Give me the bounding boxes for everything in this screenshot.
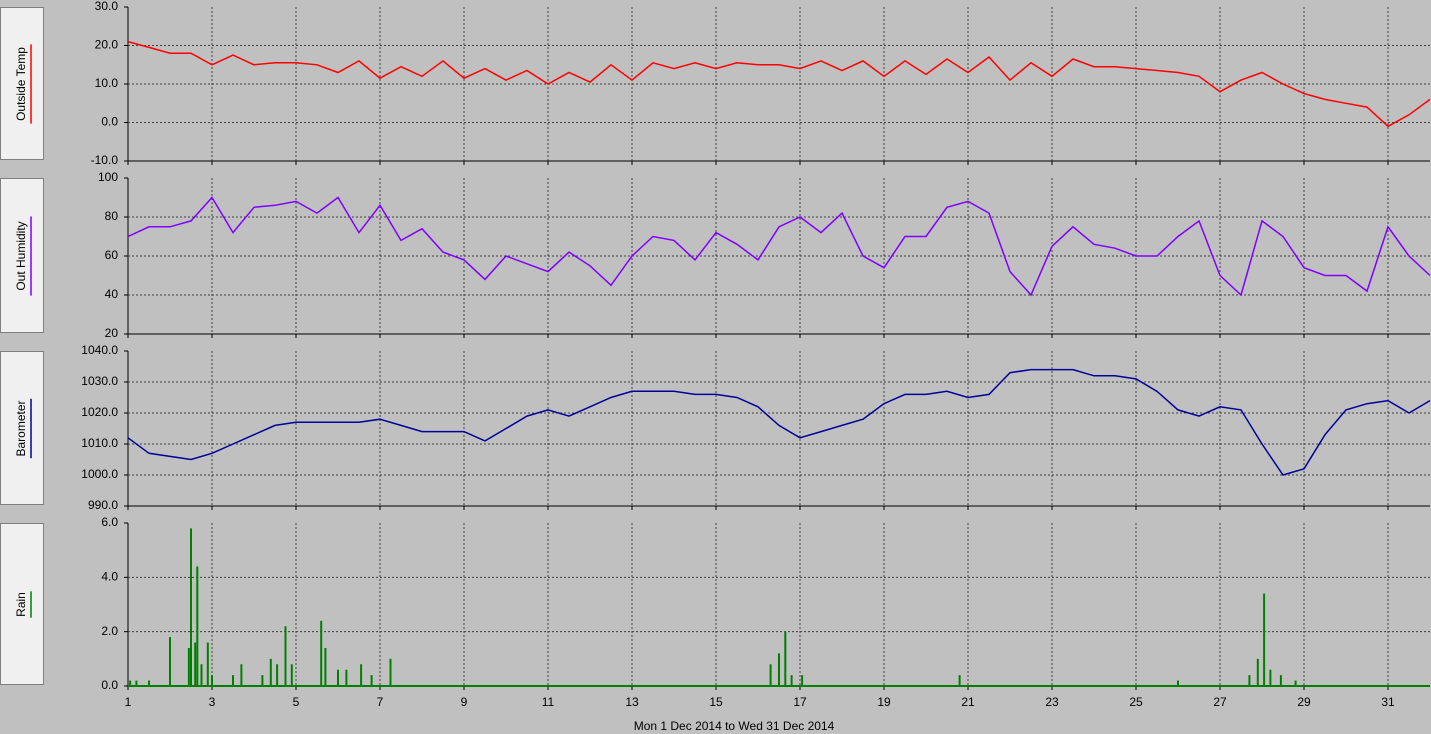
bar — [169, 637, 171, 686]
y-tick-label: 80 — [105, 209, 119, 223]
x-axis-title: Mon 1 Dec 2014 to Wed 31 Dec 2014 — [634, 719, 835, 733]
x-tick-label: 3 — [209, 695, 216, 709]
panel-button[interactable] — [0, 351, 44, 505]
bar — [240, 664, 243, 686]
y-tick-label: 30.0 — [95, 0, 119, 13]
bar — [769, 664, 772, 686]
bar — [1263, 593, 1266, 686]
bar — [276, 664, 279, 686]
y-tick-label: 4.0 — [101, 570, 118, 584]
x-tick-label: 1 — [125, 695, 132, 709]
x-tick-label: 15 — [709, 695, 723, 709]
x-tick-label: 19 — [877, 695, 891, 709]
bar — [345, 669, 348, 686]
bar — [232, 675, 234, 686]
panel-button[interactable] — [0, 7, 44, 160]
y-tick-label: 60 — [105, 248, 119, 262]
bar — [1248, 675, 1251, 686]
bar — [337, 669, 339, 686]
bar — [389, 658, 392, 686]
y-tick-label: 100 — [98, 170, 118, 184]
y-tick-label: 1010.0 — [81, 436, 118, 450]
bar — [1177, 680, 1179, 686]
x-tick-label: 11 — [542, 695, 555, 709]
y-tick-label: 990.0 — [88, 498, 118, 512]
x-tick-label: 21 — [961, 695, 975, 709]
bar — [1294, 680, 1297, 686]
bar — [284, 626, 287, 686]
bar — [1269, 669, 1272, 686]
bar — [200, 664, 203, 686]
x-tick-label: 29 — [1297, 695, 1311, 709]
data-line — [127, 368, 1431, 476]
bar — [290, 664, 293, 686]
panel-button[interactable] — [0, 178, 44, 333]
y-tick-label: 1040.0 — [81, 343, 118, 357]
legend-label: Outside Temp — [14, 47, 28, 121]
legend-label: Rain — [14, 592, 28, 617]
bar — [958, 675, 961, 686]
x-tick-label: 5 — [293, 695, 300, 709]
y-tick-label: 6.0 — [101, 515, 118, 529]
x-tick-label: 23 — [1045, 695, 1059, 709]
y-tick-label: 20.0 — [95, 38, 119, 52]
bar — [269, 658, 272, 686]
bar — [187, 647, 190, 686]
bar — [778, 653, 780, 686]
bar — [194, 642, 197, 686]
x-tick-label: 17 — [793, 695, 807, 709]
x-tick-label: 7 — [377, 695, 384, 709]
bar — [324, 647, 327, 686]
bar — [211, 675, 213, 686]
bar — [190, 528, 192, 686]
bar — [784, 631, 787, 686]
bar — [370, 675, 373, 686]
bar — [206, 642, 209, 686]
bar — [129, 680, 132, 686]
bar — [320, 620, 323, 686]
bar — [1279, 675, 1282, 686]
legend-label: Barometer — [14, 400, 28, 456]
bar — [148, 680, 150, 686]
bar — [790, 675, 793, 686]
y-tick-label: -10.0 — [91, 153, 119, 167]
panel-button[interactable] — [0, 523, 44, 685]
bar — [196, 566, 199, 686]
bar — [261, 675, 264, 686]
x-tick-label: 9 — [461, 695, 468, 709]
bar — [1256, 658, 1259, 686]
y-tick-label: 1000.0 — [81, 467, 118, 481]
y-tick-label: 10.0 — [95, 76, 119, 90]
x-tick-label: 31 — [1381, 695, 1395, 709]
y-tick-label: 0.0 — [101, 115, 118, 129]
x-tick-label: 25 — [1129, 695, 1143, 709]
y-tick-label: 1020.0 — [81, 405, 118, 419]
bar — [360, 664, 363, 686]
legend-label: Out Humidity — [14, 221, 28, 290]
data-line — [127, 196, 1431, 297]
bar — [135, 680, 138, 686]
bar — [801, 675, 804, 686]
y-tick-label: 40 — [105, 287, 119, 301]
y-tick-label: 2.0 — [101, 624, 118, 638]
y-tick-label: 1030.0 — [81, 374, 118, 388]
x-tick-label: 13 — [625, 695, 639, 709]
y-tick-label: 20 — [105, 326, 119, 340]
data-line — [127, 40, 1431, 128]
x-tick-label: 27 — [1213, 695, 1227, 709]
y-tick-label: 0.0 — [101, 678, 118, 692]
